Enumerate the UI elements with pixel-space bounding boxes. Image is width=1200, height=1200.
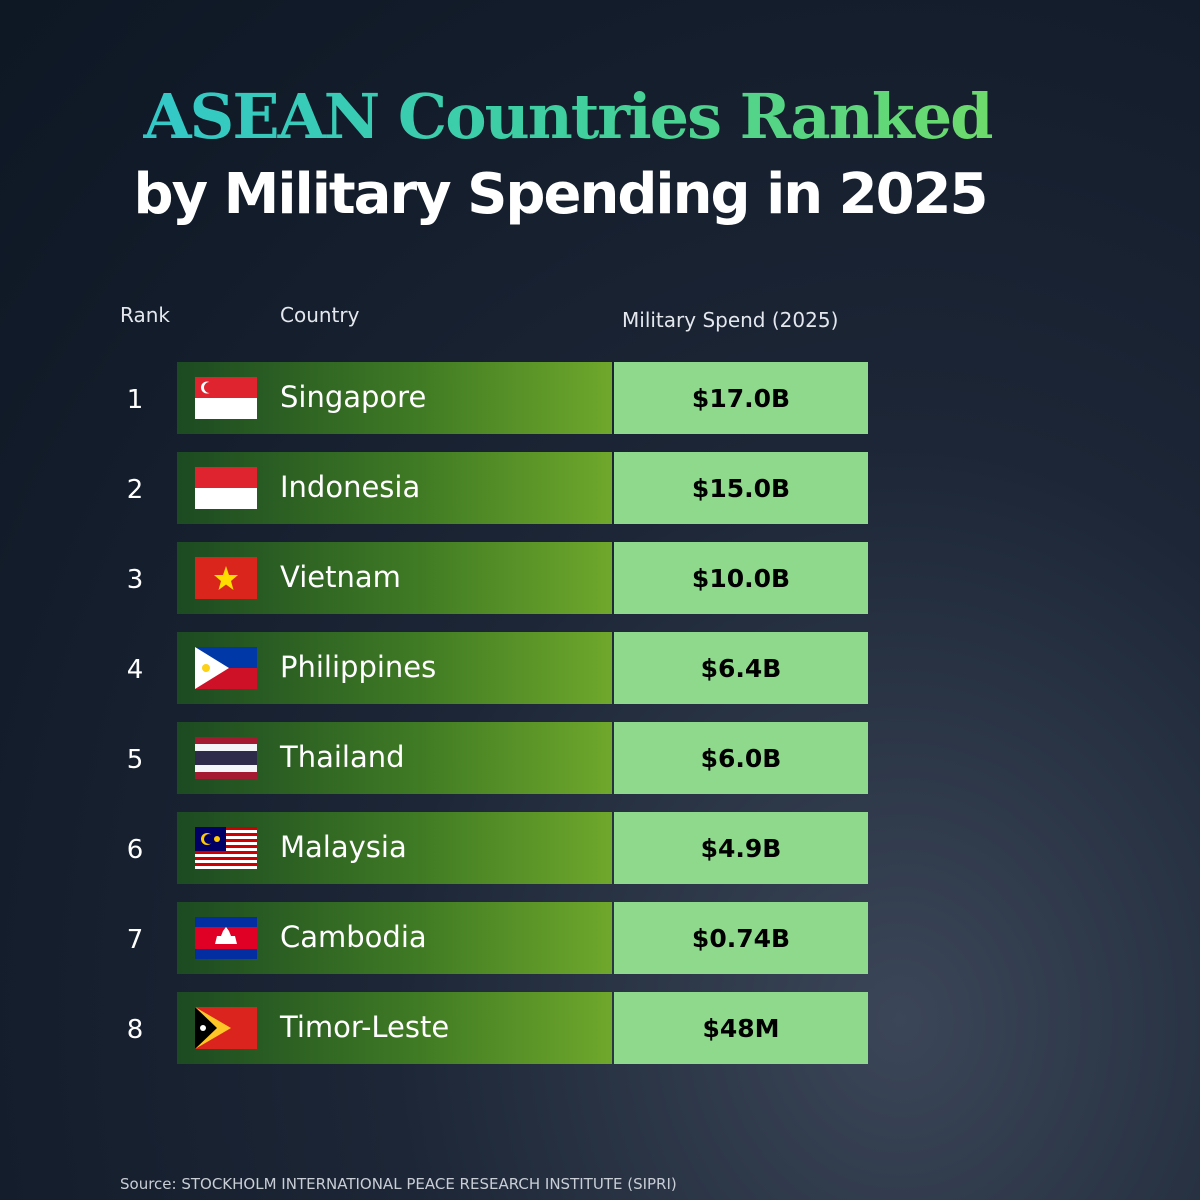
- country-name: Timor-Leste: [280, 1010, 450, 1044]
- flag: [195, 827, 257, 869]
- flag: [195, 1007, 257, 1049]
- spend-value: $4.9B: [614, 812, 868, 884]
- rank: 3: [126, 565, 144, 595]
- flag: [195, 377, 257, 419]
- spend-value: $15.0B: [614, 452, 868, 524]
- source: Source: STOCKHOLM INTERNATIONAL PEACE RE…: [120, 1175, 677, 1193]
- country-name: Malaysia: [280, 830, 407, 864]
- country-name: Cambodia: [280, 920, 427, 954]
- flag: [195, 557, 257, 599]
- column-header: Country: [280, 303, 360, 327]
- rank: 4: [126, 655, 144, 685]
- rank: 8: [126, 1015, 144, 1045]
- flag: [195, 737, 257, 779]
- spend-value: $17.0B: [614, 362, 868, 434]
- rank: 2: [126, 475, 144, 505]
- subtitle: by Military Spending in 2025: [133, 162, 989, 227]
- flag: [195, 917, 257, 959]
- spend-value: $0.74B: [614, 902, 868, 974]
- rank: 5: [126, 745, 144, 775]
- spend-value: $6.4B: [614, 632, 868, 704]
- flag: [195, 647, 257, 689]
- flag: [195, 467, 257, 509]
- column-header: Rank: [120, 303, 170, 327]
- country-name: Singapore: [280, 380, 427, 414]
- country-name: Thailand: [280, 740, 405, 774]
- title: ASEAN Countries Ranked: [0, 80, 1135, 153]
- rank: 6: [126, 835, 144, 865]
- country-name: Vietnam: [280, 560, 401, 594]
- rank: 7: [126, 925, 144, 955]
- spend-value: $48M: [614, 992, 868, 1064]
- rank: 1: [126, 385, 144, 415]
- spend-value: $6.0B: [614, 722, 868, 794]
- column-header: Military Spend (2025): [622, 308, 839, 332]
- country-name: Indonesia: [280, 470, 421, 504]
- country-name: Philippines: [280, 650, 437, 684]
- spend-value: $10.0B: [614, 542, 868, 614]
